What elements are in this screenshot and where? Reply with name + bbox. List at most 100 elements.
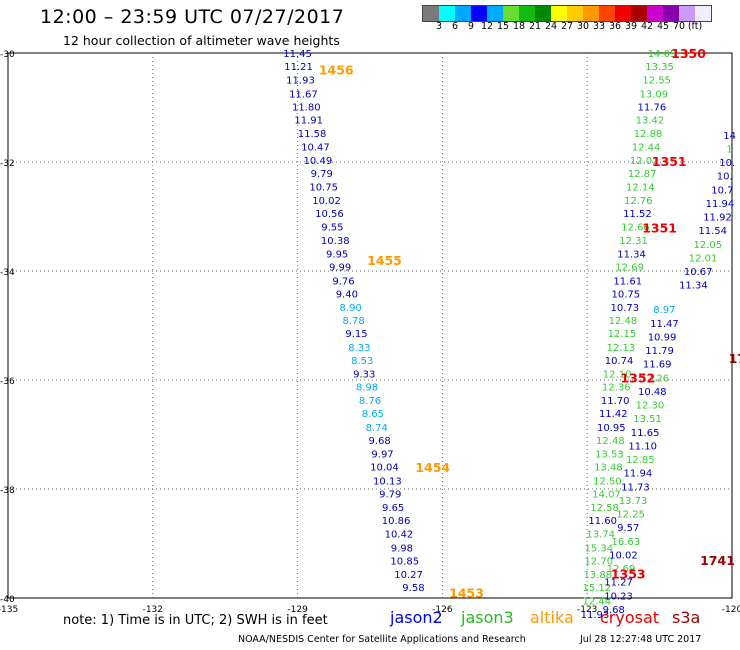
wave-height-label: 8.98 [356, 383, 378, 394]
wave-height-label: 11.67 [289, 89, 318, 100]
scale-swatch [583, 6, 599, 21]
wave-height-label: 11.93 [286, 76, 315, 87]
wave-height-label: 15.12 [583, 583, 612, 594]
pass-time-label: 1453 [449, 586, 484, 601]
wave-height-label: 10.67 [684, 267, 713, 278]
pass-time-label: 1351 [642, 220, 677, 235]
wave-height-label: 11.70 [601, 396, 630, 407]
wave-height-label: 12.88 [634, 129, 663, 140]
wave-height-label: 9.97 [371, 450, 393, 461]
wave-height-label: 10.75 [309, 183, 338, 194]
scale-swatch [423, 6, 439, 21]
wave-height-label: 13.42 [636, 115, 665, 126]
wave-height-label: 10.02 [312, 196, 341, 207]
wave-height-label: 12.76 [624, 196, 653, 207]
wave-height-label: 9.68 [603, 605, 625, 616]
page-title: 12:00 – 23:59 UTC 07/27/2017 [40, 6, 345, 28]
wave-height-label: 13.35 [645, 62, 674, 73]
page-subtitle: 12 hour collection of altimeter wave hei… [63, 33, 340, 48]
satellite-legend-altika: altika [530, 608, 574, 627]
satellite-legend-cryosat: cryosat [600, 608, 660, 627]
scale-swatch [679, 6, 695, 21]
wave-height-label: 11.92 [703, 213, 732, 224]
wave-height-label: 11.60 [588, 516, 617, 527]
wave-height-label: 11.76 [638, 102, 667, 113]
scale-swatch [487, 6, 503, 21]
wave-height-label: 8.33 [348, 343, 370, 354]
wave-height-label: 13.88 [583, 570, 612, 581]
scale-swatch [551, 6, 567, 21]
wave-height-label: 13.53 [595, 450, 624, 461]
wave-height-label: 12.01 [689, 253, 718, 264]
wave-height-label: 11.61 [613, 276, 642, 287]
wave-height-label: 11.69 [643, 360, 672, 371]
x-tick-label: -129 [287, 605, 308, 615]
scale-swatch [615, 6, 631, 21]
scale-label: 33 [592, 21, 606, 32]
wave-height-label: 8.97 [653, 305, 675, 316]
x-tick-label: -135 [0, 605, 18, 615]
wave-height-label: 12.44 [632, 143, 661, 154]
wave-height-label: 11.21 [284, 62, 313, 73]
wave-height-label: 10.38 [321, 236, 350, 247]
scale-label: 42 [640, 21, 654, 32]
wave-height-label: 12.48 [609, 316, 638, 327]
scale-label: 45 [656, 21, 670, 32]
wave-height-label: 13.74 [586, 530, 615, 541]
scale-label: 3 [435, 21, 443, 32]
wave-height-label: 12.02 [630, 156, 659, 167]
wave-height-label: 9.33 [353, 369, 375, 380]
wave-height-label: 14.05 [648, 49, 677, 60]
wave-height-label: 10.48 [638, 387, 667, 398]
wave-height-label: 14.07 [592, 489, 621, 500]
wave-height-label: 8.65 [362, 409, 384, 420]
scale-label: 21 [528, 21, 542, 32]
wave-height-label: 10.73 [611, 303, 640, 314]
wave-height-label: 8.78 [342, 316, 364, 327]
wave-height-label: 11.10 [628, 441, 657, 452]
satellite-legend-s3a: s3a [672, 608, 701, 627]
wave-height-label: 13.09 [639, 89, 668, 100]
pass-time-label: 1741 [700, 553, 735, 568]
wave-height-label: 12.66 [621, 222, 650, 233]
wave-height-label: 9.57 [617, 523, 639, 534]
pass-time-label: 1455 [367, 253, 402, 268]
wave-height-label: 11.73 [621, 482, 650, 493]
wave-height-label: 8.76 [359, 396, 381, 407]
wave-height-label: 10.04 [370, 463, 399, 474]
pass-time-label: 1351 [652, 154, 687, 169]
wave-height-label: 9.99 [329, 263, 351, 274]
wave-height-label: 10.85 [390, 556, 419, 567]
wave-height-label: 12.25 [616, 510, 645, 521]
wave-height-label: 10.74 [605, 356, 634, 367]
wave-height-label: 9.95 [326, 250, 348, 261]
wave-height-label: 9.55 [321, 222, 343, 233]
scale-swatch [647, 6, 663, 21]
satellite-legend-jason3: jason3 [461, 608, 514, 627]
wave-height-label: 10.75 [611, 289, 640, 300]
scale-swatch [455, 6, 471, 21]
wave-height-label: 9.40 [336, 289, 358, 300]
scale-label: (ft) [687, 21, 703, 32]
wave-height-label: 12.48 [596, 436, 625, 447]
wave-height-label: 10.56 [315, 209, 344, 220]
y-tick-label: -40 [0, 595, 15, 605]
y-tick-label: -30 [0, 50, 15, 60]
wave-height-label: 12.31 [619, 236, 648, 247]
wave-height-label: 12.85 [626, 455, 655, 466]
wave-height-label: 9.58 [402, 583, 424, 594]
wave-height-label: 12.58 [590, 503, 619, 514]
x-tick-label: -126 [432, 605, 453, 615]
wave-height-label: 10.23 [604, 591, 633, 602]
pass-time-label: 1456 [319, 62, 354, 77]
y-tick-label: -34 [0, 268, 15, 278]
wave-height-label: 12.44 [583, 597, 612, 608]
wave-height-label: 12.69 [607, 564, 636, 575]
wave-height-label: 10.27 [394, 570, 423, 581]
scale-label: 15 [496, 21, 510, 32]
wave-height-label: 11.52 [623, 209, 652, 220]
wave-height-label: 11.91 [294, 115, 323, 126]
wave-height-label: 11.94 [624, 469, 653, 480]
scale-label: 27 [560, 21, 574, 32]
